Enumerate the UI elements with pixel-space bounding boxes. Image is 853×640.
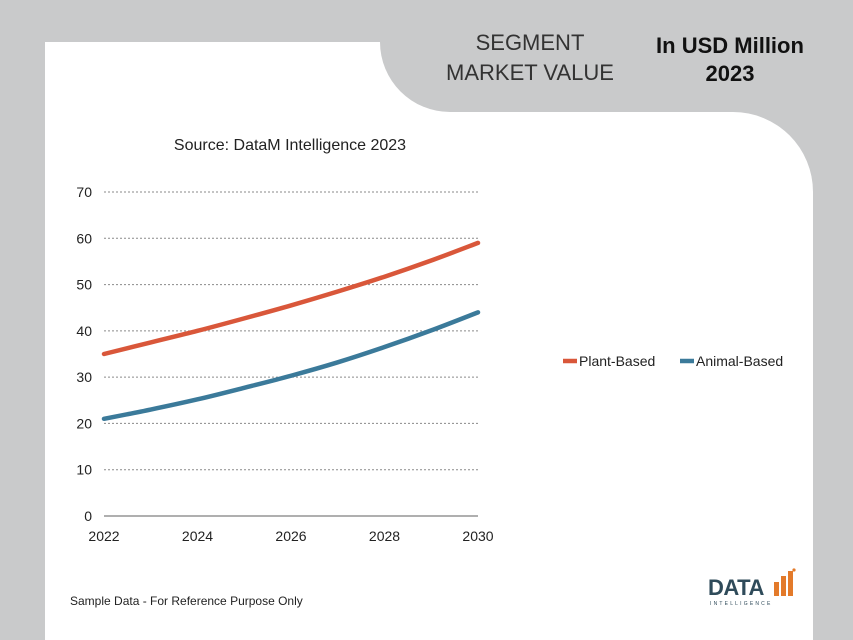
grid-lines	[104, 191, 478, 517]
y-tick-label: 60	[76, 230, 92, 246]
legend-label: Animal-Based	[696, 353, 783, 369]
legend: Plant-Based Animal-Based	[563, 353, 783, 369]
segment-title-line1: SEGMENT	[475, 30, 585, 55]
y-tick-label: 10	[76, 462, 92, 478]
logo-bar-3	[788, 571, 793, 596]
logo-dot	[792, 568, 796, 572]
logo-text: DATA	[708, 575, 764, 600]
unit-title-line1: In USD Million	[656, 33, 804, 58]
x-tick-label: 2028	[369, 528, 400, 544]
series-line-plant-based	[101, 240, 481, 357]
logo-subtext: INTELLIGENCE	[710, 601, 773, 607]
x-tick-label: 2022	[88, 528, 119, 544]
segment-title: SEGMENT MARKET VALUE	[430, 28, 630, 88]
series-lines	[101, 240, 481, 422]
y-tick-label: 70	[76, 184, 92, 200]
header-tab	[380, 0, 853, 112]
datam-logo: DATA INTELLIGENCE	[708, 568, 796, 607]
legend-label: Plant-Based	[579, 353, 655, 369]
unit-title-line2: 2023	[705, 61, 755, 86]
logo-bar-1	[774, 582, 779, 596]
x-tick-label: 2024	[182, 528, 213, 544]
y-tick-label: 50	[76, 277, 92, 293]
x-tick-label: 2030	[462, 528, 493, 544]
segment-title-line2: MARKET VALUE	[446, 60, 614, 85]
unit-title: In USD Million 2023	[640, 32, 820, 88]
x-tick-label: 2026	[275, 528, 306, 544]
y-axis-ticks: 0 10 20 30 40 50 60 70	[76, 184, 92, 524]
series-line-animal-based	[101, 310, 481, 422]
y-tick-label: 20	[76, 415, 92, 431]
footnote: Sample Data - For Reference Purpose Only	[70, 594, 303, 608]
logo-bar-2	[781, 576, 786, 596]
x-axis-ticks: 2022 2024 2026 2028 2030	[88, 528, 493, 544]
y-tick-label: 40	[76, 323, 92, 339]
chart-title: Source: DataM Intelligence 2023	[174, 137, 406, 154]
y-tick-label: 30	[76, 369, 92, 385]
y-tick-label: 0	[84, 508, 92, 524]
